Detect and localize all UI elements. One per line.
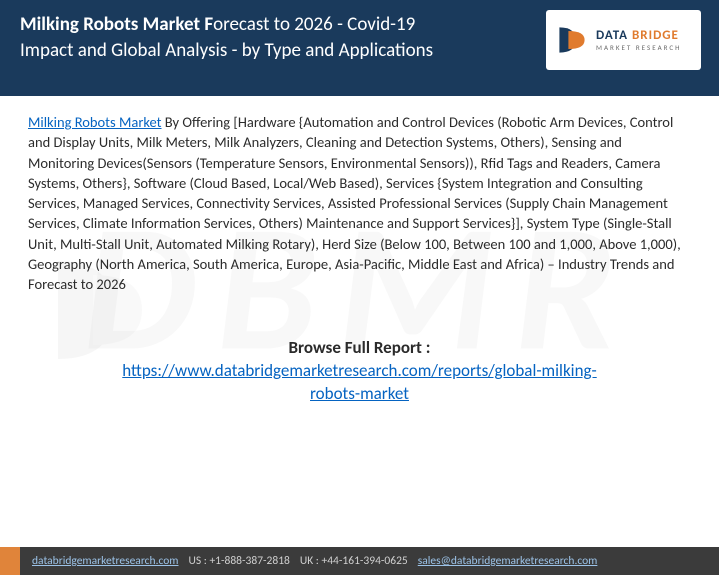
body-content: By Offering [Hardware {Automation and Co…: [28, 113, 681, 293]
footer-email-link[interactable]: sales@databridgemarketresearch.com: [418, 554, 598, 568]
footer-content: databridgemarketresearch.com US : +1-888…: [20, 547, 719, 575]
browse-section: Browse Full Report : https://www.databri…: [0, 337, 719, 406]
us-phone: +1-888-387-2818: [209, 554, 289, 568]
footer-accent: [0, 547, 20, 575]
uk-phone: +44-161-394-0625: [322, 554, 408, 568]
header-banner: Milking Robots Market Forecast to 2026 -…: [0, 0, 719, 96]
title-bold: Milking Robots Market F: [20, 13, 213, 36]
footer-uk: UK : +44-161-394-0625: [300, 554, 408, 568]
uk-label: UK :: [300, 554, 319, 568]
body-paragraph: Milking Robots Market By Offering [Hardw…: [0, 96, 719, 305]
footer-site-link[interactable]: databridgemarketresearch.com: [32, 554, 179, 568]
browse-report-link[interactable]: https://www.databridgemarketresearch.com…: [100, 360, 620, 406]
logo-word1: DATA: [596, 28, 628, 43]
us-label: US :: [189, 554, 207, 568]
lead-link[interactable]: Milking Robots Market: [28, 113, 162, 131]
browse-label: Browse Full Report :: [0, 337, 719, 358]
logo-word2: BRIDGE: [632, 28, 679, 43]
logo-tagline: MARKET RESEARCH: [596, 44, 681, 51]
footer-bar: databridgemarketresearch.com US : +1-888…: [0, 547, 719, 575]
brand-logo: DATA BRIDGE MARKET RESEARCH: [546, 10, 701, 70]
logo-text: DATA BRIDGE MARKET RESEARCH: [596, 29, 681, 51]
page-title: Milking Robots Market Forecast to 2026 -…: [20, 12, 450, 63]
logo-mark-icon: [554, 22, 590, 58]
footer-us: US : +1-888-387-2818: [189, 554, 290, 568]
